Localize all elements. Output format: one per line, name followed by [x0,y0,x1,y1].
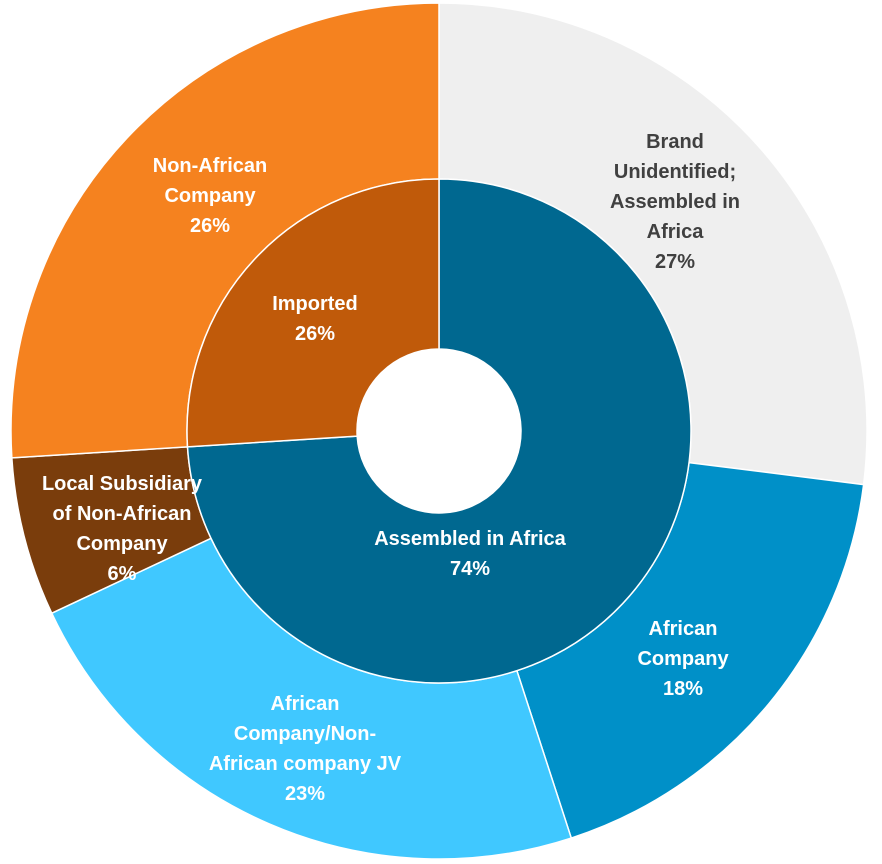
label-line: Brand [646,131,704,153]
slice-labels: Assembled in Africa 74% Imported 26% Brand Un… [42,131,740,805]
label-jv: African Company/Non- African company JV 23% [209,693,402,805]
label-percent: 18% [663,678,703,700]
inner-ring [186,178,692,684]
label-line: African [271,693,340,715]
label-line: African [649,618,718,640]
label-percent: 27% [655,251,695,273]
label-line: Company [637,648,729,670]
label-line: Assembled in Africa [374,528,566,550]
label-line: Company [164,185,256,207]
label-assembled: Assembled in Africa 74% [374,528,566,580]
label-line: Local Subsidiary [42,473,203,495]
label-line: Non-African [153,155,267,177]
label-line: African company JV [209,753,402,775]
label-percent: 26% [190,215,230,237]
label-brand-unidentified: Brand Unidentified; Assembled in Africa 27% [610,131,740,273]
label-line: Company/Non- [234,723,376,745]
label-percent: 23% [285,783,325,805]
label-non-african: Non-African Company 26% [153,155,267,237]
outer-ring [10,2,868,860]
inner-slice-assembled-in-africa [186,178,692,684]
label-line: Company [76,533,168,555]
label-line: Assembled in [610,191,740,213]
label-percent: 74% [450,558,490,580]
inner-slice-imported [186,178,440,448]
label-line: Imported [272,293,358,315]
label-line: of Non-African [53,503,192,525]
label-african-company: African Company 18% [637,618,729,700]
label-percent: 6% [108,563,137,585]
label-line: Unidentified; [614,161,736,183]
label-percent: 26% [295,323,335,345]
label-line: Africa [647,221,705,243]
label-local-subsidiary: Local Subsidiary of Non-African Company 6% [42,473,203,585]
label-imported: Imported 26% [272,293,358,345]
